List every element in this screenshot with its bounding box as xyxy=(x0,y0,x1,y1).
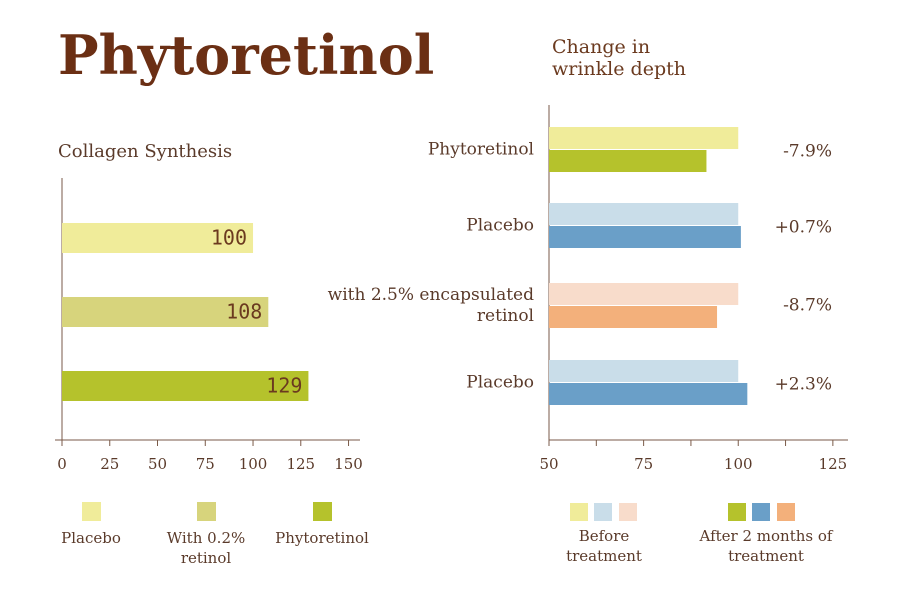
legend-swatch xyxy=(82,502,101,521)
legend-swatch xyxy=(619,503,637,521)
category-label: Placebo xyxy=(466,372,534,393)
value-label: 129 xyxy=(266,374,302,398)
legend-swatch xyxy=(570,503,588,521)
bar xyxy=(62,371,309,401)
page-title: Phytoretinol xyxy=(58,23,434,87)
bar xyxy=(62,223,254,253)
x-tick-label: 100 xyxy=(724,455,753,473)
category-label: Phytoretinol xyxy=(427,139,534,160)
x-tick-label: 150 xyxy=(334,455,363,473)
category-label: with 2.5% encapsulated retinol xyxy=(327,285,534,326)
bar xyxy=(62,297,269,327)
bar xyxy=(549,306,718,328)
chart-title: Change in wrinkle depth xyxy=(552,36,686,80)
annotation: +2.3% xyxy=(775,375,832,395)
x-tick-label: 125 xyxy=(819,455,848,473)
x-tick-label: 25 xyxy=(100,455,119,473)
legend-swatch xyxy=(777,503,795,521)
legend-label: Placebo xyxy=(61,529,121,547)
legend-swatch xyxy=(728,503,746,521)
bar xyxy=(549,127,739,149)
legend-label: Before treatment xyxy=(566,527,642,565)
x-tick-label: 100 xyxy=(239,455,268,473)
x-tick-label: 50 xyxy=(539,455,558,473)
bar xyxy=(549,383,748,405)
x-tick-label: 0 xyxy=(57,455,67,473)
annotation: +0.7% xyxy=(775,218,832,238)
annotation: -8.7% xyxy=(783,296,832,316)
legend-label: After 2 months of treatment xyxy=(699,527,833,565)
bar xyxy=(549,283,739,305)
bar xyxy=(549,203,739,225)
value-label: 100 xyxy=(211,226,247,250)
legend-swatch xyxy=(313,502,332,521)
bar xyxy=(549,226,741,248)
legend-label: With 0.2% retinol xyxy=(166,529,246,567)
legend-label: Phytoretinol xyxy=(275,529,369,547)
annotation: -7.9% xyxy=(783,142,832,162)
legend-swatch xyxy=(594,503,612,521)
value-label: 108 xyxy=(226,300,262,324)
x-tick-label: 75 xyxy=(196,455,215,473)
legend-swatch xyxy=(197,502,216,521)
chart-title: Collagen Synthesis xyxy=(58,141,232,162)
bar xyxy=(549,360,739,382)
x-tick-label: 75 xyxy=(634,455,653,473)
x-tick-label: 125 xyxy=(286,455,315,473)
x-tick-label: 50 xyxy=(148,455,167,473)
bar xyxy=(549,150,707,172)
category-label: Placebo xyxy=(466,215,534,236)
legend-swatch xyxy=(752,503,770,521)
